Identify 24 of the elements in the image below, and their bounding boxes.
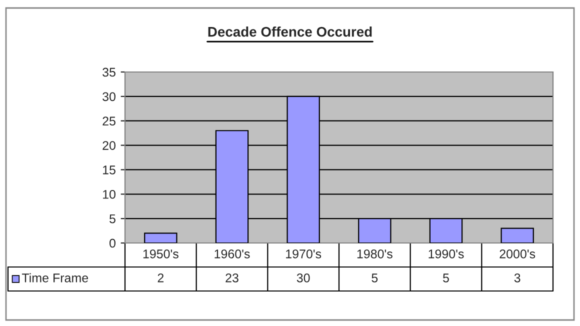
y-tick-label: 30 [102, 92, 116, 102]
y-tick-label: 10 [103, 190, 116, 199]
y-tick-label: 20 [102, 141, 116, 150]
data-label: 5 [443, 274, 449, 282]
chart-title: Decade Offence Occured [208, 26, 372, 37]
x-tick-label: 1990's [428, 250, 464, 258]
bar [144, 232, 178, 243]
legend-label: Time Frame [22, 273, 88, 282]
data-label: 3 [514, 274, 520, 282]
x-tick-label: 1960's [214, 250, 250, 258]
y-tick-label: 0 [110, 238, 116, 248]
y-tick-label: 15 [103, 166, 116, 174]
data-label: 30 [296, 274, 310, 282]
data-label: 23 [226, 274, 238, 282]
data-label: 5 [372, 274, 378, 282]
x-tick-label: 1950's [143, 250, 178, 258]
y-tick-label: 35 [102, 68, 116, 77]
x-tick-label: 2000's [500, 250, 536, 258]
data-label: 2 [158, 274, 164, 282]
y-tick-label: 5 [110, 214, 116, 224]
x-tick-label: 1980's [357, 250, 392, 258]
y-tick-label: 25 [102, 116, 116, 126]
bar [500, 228, 534, 243]
x-tick-label: 1970's [286, 250, 322, 258]
